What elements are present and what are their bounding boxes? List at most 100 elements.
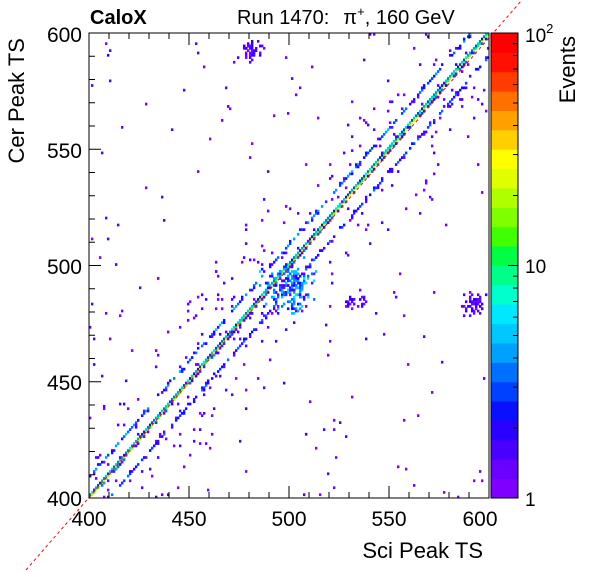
color-scale-swatch: [491, 110, 518, 131]
heatmap-cell: [281, 293, 284, 297]
x-axis-ticks: [88, 33, 490, 498]
heatmap-cell: [409, 146, 412, 150]
color-scale-tick-label: 1: [525, 490, 536, 511]
heatmap-cell: [469, 74, 472, 78]
x-axis-title: Sci Peak TS: [362, 538, 483, 563]
heatmap-cell: [281, 251, 284, 255]
heatmap-cell: [253, 286, 256, 290]
heatmap-cell: [281, 272, 284, 276]
heatmap-cell: [275, 309, 278, 313]
heatmap-cell: [315, 256, 318, 259]
heatmap-cell: [303, 256, 306, 259]
heatmap-cell: [115, 465, 118, 469]
heatmap-cell: [261, 312, 264, 315]
heatmap-cell: [365, 228, 368, 232]
heatmap-cell: [89, 474, 92, 478]
heatmap-cell: [419, 91, 422, 94]
heatmap-cell: [263, 305, 266, 308]
heatmap-cell: [371, 165, 374, 169]
heatmap-cell: [217, 346, 220, 350]
heatmap-cell: [261, 318, 264, 322]
heatmap-cell: [343, 151, 346, 155]
heatmap-cell: [247, 49, 250, 53]
heatmap-cell: [269, 284, 272, 287]
heatmap-cell: [247, 309, 250, 313]
heatmap-cell: [399, 132, 402, 136]
heatmap-cell: [245, 344, 248, 348]
heatmap-cell: [299, 307, 302, 311]
heatmap-cell: [257, 39, 260, 43]
heatmap-cell: [117, 460, 120, 464]
heatmap-cell: [283, 265, 286, 269]
heatmap-cell: [309, 400, 312, 404]
heatmap-cell: [323, 221, 326, 225]
heatmap-cell: [257, 298, 260, 301]
heatmap-cell: [97, 484, 100, 487]
heatmap-cell: [249, 51, 252, 55]
heatmap-cell: [183, 465, 186, 469]
heatmap-cell: [293, 307, 296, 311]
heatmap-cell: [351, 300, 354, 304]
heatmap-cell: [351, 214, 354, 218]
heatmap-cell: [99, 256, 102, 259]
heatmap-cell: [127, 449, 130, 452]
heatmap-cell: [119, 458, 122, 462]
heatmap-cell: [235, 349, 238, 352]
heatmap-cell: [251, 58, 254, 62]
heatmap-cell: [473, 51, 476, 55]
heatmap-cell: [311, 235, 314, 239]
heatmap-cell: [283, 286, 286, 290]
heatmap-cell: [219, 344, 222, 348]
heatmap-cell: [361, 212, 364, 215]
heatmap-cell: [377, 158, 380, 162]
heatmap-cell: [315, 212, 318, 215]
heatmap-cell: [355, 165, 358, 169]
heatmap-cell: [379, 144, 382, 148]
heatmap-cell: [183, 411, 186, 415]
heatmap-cell: [353, 186, 356, 190]
heatmap-cell: [225, 388, 228, 392]
heatmap-cell: [157, 414, 160, 418]
heatmap-cell: [267, 312, 270, 315]
heatmap-cell: [233, 60, 236, 64]
heatmap-cell: [431, 391, 434, 394]
heatmap-cell: [389, 167, 392, 171]
heatmap-cell: [163, 219, 166, 222]
heatmap-cell: [139, 437, 142, 441]
heatmap-cell: [359, 163, 362, 166]
heatmap-cell: [317, 116, 320, 120]
heatmap-cell: [397, 135, 400, 139]
y-axis-ticks: [89, 32, 101, 499]
color-scale-swatch: [491, 381, 518, 402]
heatmap-cell: [425, 181, 428, 185]
heatmap-cell: [137, 442, 140, 445]
heatmap-cell: [269, 265, 272, 269]
heatmap-cell: [331, 239, 334, 243]
heatmap-cell: [231, 330, 234, 334]
heatmap-cell: [347, 174, 350, 178]
heatmap-cell: [403, 109, 406, 113]
heatmap-cell: [475, 44, 478, 48]
heatmap-cell: [465, 309, 468, 313]
heatmap-cell: [163, 432, 166, 436]
heatmap-cell: [291, 274, 294, 278]
heatmap-cell: [475, 67, 478, 71]
heatmap-cell: [461, 305, 464, 308]
heatmap-cell: [135, 465, 138, 469]
heatmap-cell: [443, 84, 446, 87]
heatmap-cell: [297, 251, 300, 255]
heatmap-cell: [211, 432, 214, 436]
heatmap-cell: [373, 186, 376, 190]
heatmap-cell: [163, 407, 166, 411]
heatmap-cell: [105, 216, 108, 220]
heatmap-cell: [347, 300, 350, 304]
heatmap-cell: [311, 272, 314, 276]
heatmap-cell: [413, 119, 416, 122]
heatmap-cell: [417, 93, 420, 97]
heatmap-cell: [293, 284, 296, 287]
heatmap-cell: [305, 163, 308, 166]
heatmap-cell: [163, 411, 166, 415]
heatmap-cell: [439, 88, 442, 92]
heatmap-cell: [415, 116, 418, 120]
heatmap-cell: [359, 298, 362, 301]
